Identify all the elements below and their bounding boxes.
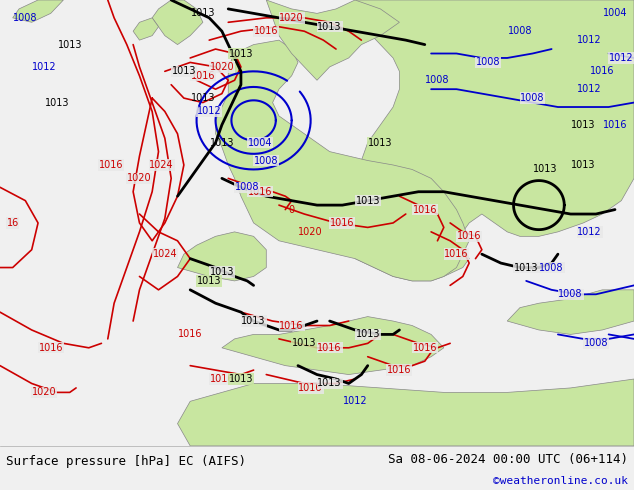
PathPatch shape xyxy=(222,317,444,374)
Text: 1016: 1016 xyxy=(178,329,202,340)
PathPatch shape xyxy=(152,0,203,45)
Text: 1013: 1013 xyxy=(356,196,380,206)
Text: 1013: 1013 xyxy=(210,138,234,147)
Text: 1012: 1012 xyxy=(578,84,602,94)
Text: 1013: 1013 xyxy=(368,138,392,147)
Text: 1016: 1016 xyxy=(191,71,215,81)
Text: 1013: 1013 xyxy=(318,22,342,32)
Text: 0: 0 xyxy=(288,204,295,215)
Text: 1013: 1013 xyxy=(571,160,595,170)
Text: 1013: 1013 xyxy=(191,8,215,19)
Text: 1012: 1012 xyxy=(197,106,221,117)
Text: 1020: 1020 xyxy=(299,227,323,237)
Text: 1024: 1024 xyxy=(150,160,174,170)
Text: 1013: 1013 xyxy=(45,98,69,108)
Text: 1016: 1016 xyxy=(603,120,627,130)
Text: 1008: 1008 xyxy=(425,75,450,85)
Text: 1012: 1012 xyxy=(343,396,367,406)
PathPatch shape xyxy=(507,290,634,334)
Text: 1024: 1024 xyxy=(153,249,177,259)
Text: 1012: 1012 xyxy=(32,62,56,72)
PathPatch shape xyxy=(13,0,63,22)
Text: 1013: 1013 xyxy=(242,316,266,326)
Text: 1012: 1012 xyxy=(578,35,602,45)
Text: 1016: 1016 xyxy=(590,66,614,76)
Text: 1013: 1013 xyxy=(229,374,253,384)
Text: 1013: 1013 xyxy=(571,120,595,130)
Text: 1013: 1013 xyxy=(58,40,82,49)
Text: 1016: 1016 xyxy=(254,26,278,36)
Text: 1013: 1013 xyxy=(172,66,196,76)
Text: 1008: 1008 xyxy=(584,338,608,348)
Text: 1016: 1016 xyxy=(39,343,63,353)
Text: 1020: 1020 xyxy=(32,388,56,397)
Text: 1016: 1016 xyxy=(330,218,354,228)
Text: 1008: 1008 xyxy=(13,13,37,23)
PathPatch shape xyxy=(178,379,634,446)
PathPatch shape xyxy=(133,18,158,40)
Text: 1012: 1012 xyxy=(609,53,633,63)
Text: 1016: 1016 xyxy=(318,343,342,353)
Text: ©weatheronline.co.uk: ©weatheronline.co.uk xyxy=(493,476,628,486)
Text: 1016: 1016 xyxy=(210,374,234,384)
Text: 1013: 1013 xyxy=(292,338,316,348)
Text: 1008: 1008 xyxy=(235,182,259,192)
Text: 1016: 1016 xyxy=(457,231,481,242)
Text: 1016: 1016 xyxy=(387,365,411,375)
Text: 1016: 1016 xyxy=(280,320,304,331)
Text: 1008: 1008 xyxy=(521,93,545,103)
Text: 1013: 1013 xyxy=(229,49,253,58)
Text: 1016: 1016 xyxy=(413,343,437,353)
Text: 1020: 1020 xyxy=(210,62,234,72)
Text: 1004: 1004 xyxy=(603,8,627,19)
Text: 1012: 1012 xyxy=(578,227,602,237)
Text: 1020: 1020 xyxy=(280,13,304,23)
Text: 1008: 1008 xyxy=(476,57,500,68)
Text: Surface pressure [hPa] EC (AIFS): Surface pressure [hPa] EC (AIFS) xyxy=(6,455,247,468)
Text: 1008: 1008 xyxy=(559,289,583,299)
Text: 16: 16 xyxy=(6,218,19,228)
Text: 1004: 1004 xyxy=(248,138,272,147)
Text: 1016: 1016 xyxy=(413,204,437,215)
Text: 1008: 1008 xyxy=(540,263,564,272)
Text: 1013: 1013 xyxy=(318,378,342,389)
Text: 1013: 1013 xyxy=(210,267,234,277)
Text: 1016: 1016 xyxy=(248,187,272,197)
Text: 1013: 1013 xyxy=(356,329,380,340)
Text: 1016: 1016 xyxy=(299,383,323,393)
PathPatch shape xyxy=(216,40,469,281)
Text: 1016: 1016 xyxy=(444,249,469,259)
Text: 1016: 1016 xyxy=(99,160,123,170)
Text: 1013: 1013 xyxy=(197,276,221,286)
Text: 1013: 1013 xyxy=(533,165,557,174)
Text: 1008: 1008 xyxy=(254,155,278,166)
Text: Sa 08-06-2024 00:00 UTC (06+114): Sa 08-06-2024 00:00 UTC (06+114) xyxy=(387,453,628,466)
PathPatch shape xyxy=(178,232,266,281)
PathPatch shape xyxy=(266,0,399,80)
Text: 1008: 1008 xyxy=(508,26,532,36)
Text: 1013: 1013 xyxy=(514,263,538,272)
PathPatch shape xyxy=(342,0,634,281)
Text: 1013: 1013 xyxy=(191,93,215,103)
Text: 1020: 1020 xyxy=(127,173,152,183)
